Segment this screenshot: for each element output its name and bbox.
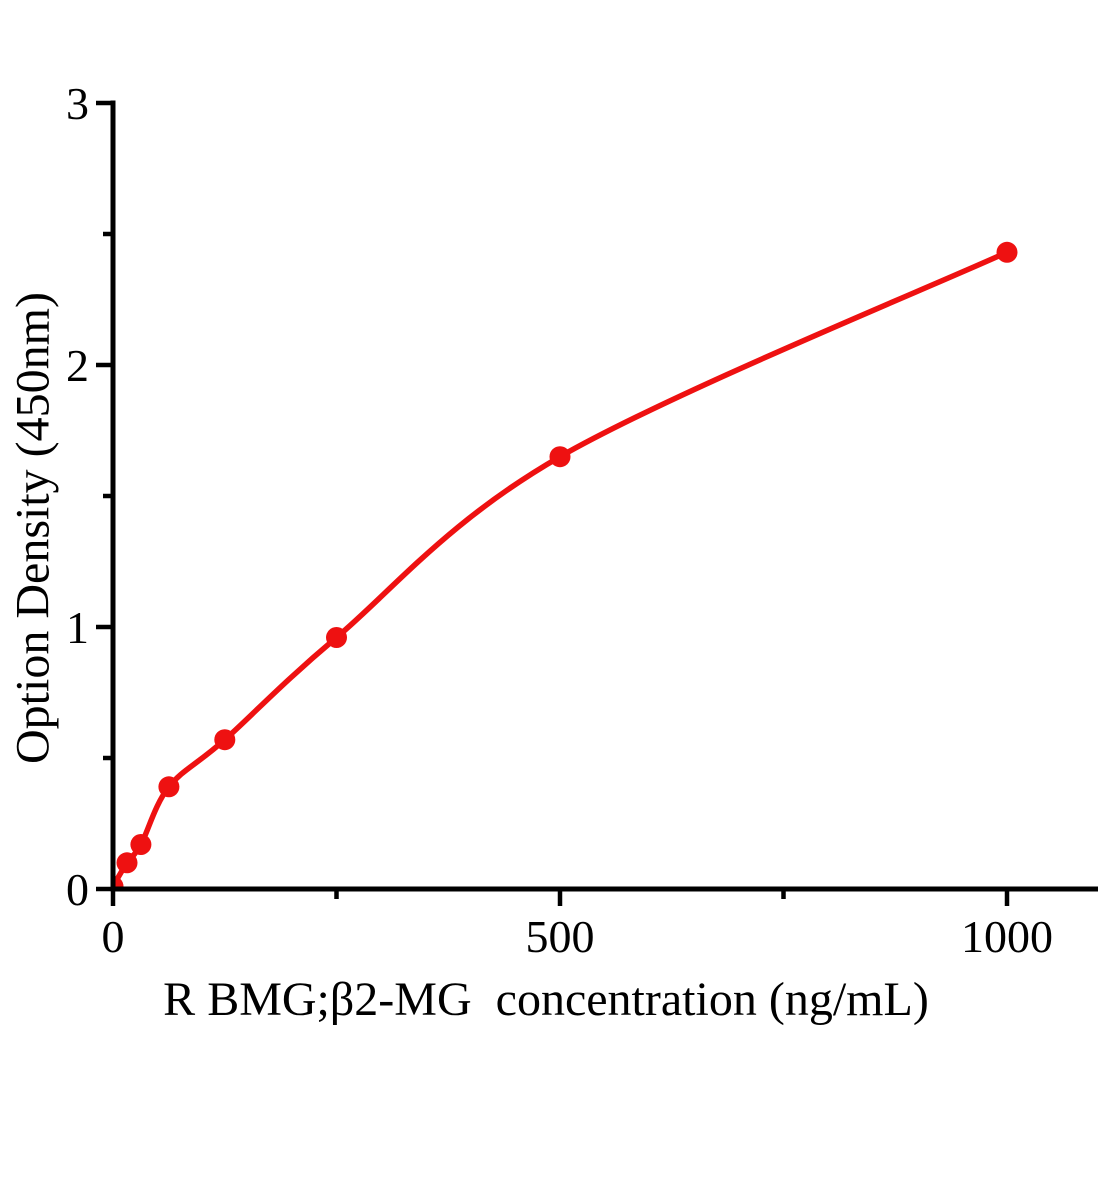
x-axis-title: R BMG;β2-MG concentration (ng/mL) bbox=[163, 973, 941, 1026]
data-point bbox=[326, 627, 347, 648]
y-axis-title: Option Density (450nm) bbox=[6, 280, 60, 764]
y-tick-label: 1 bbox=[66, 602, 89, 653]
y-tick-label: 2 bbox=[66, 340, 89, 391]
data-point bbox=[158, 776, 180, 798]
data-point bbox=[549, 446, 571, 468]
y-tick-label: 3 bbox=[66, 78, 89, 129]
data-point bbox=[116, 852, 138, 874]
y-tick-label: 0 bbox=[66, 864, 89, 915]
data-point bbox=[996, 241, 1018, 263]
fit-curve bbox=[110, 249, 1009, 888]
x-tick-label: 1000 bbox=[961, 911, 1053, 962]
data-point bbox=[214, 729, 236, 751]
x-tick-label: 0 bbox=[102, 911, 125, 962]
data-point bbox=[130, 834, 152, 855]
x-tick-label: 500 bbox=[526, 911, 595, 962]
